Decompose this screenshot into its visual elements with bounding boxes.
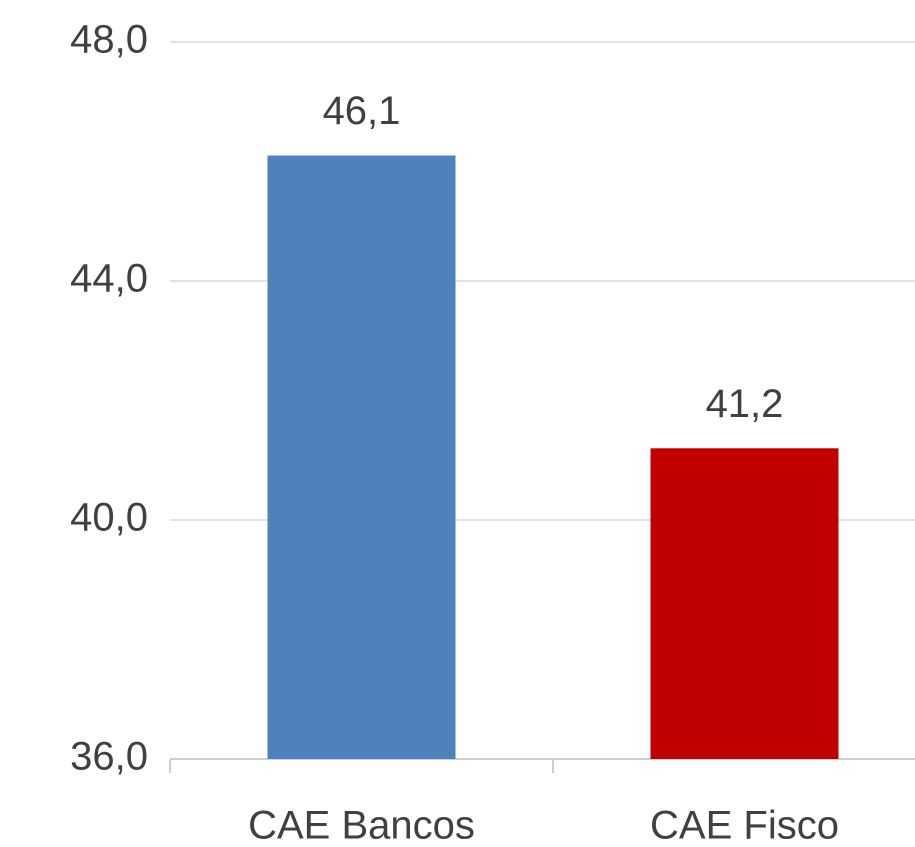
data-label: 46,1	[323, 89, 401, 133]
y-tick-label: 40,0	[70, 496, 148, 540]
bar	[267, 155, 456, 759]
x-tick-label: CAE Bancos	[248, 804, 475, 847]
data-label: 41,2	[706, 382, 784, 426]
x-tick-label: CAE Fisco	[650, 804, 839, 847]
y-tick-label: 36,0	[70, 735, 148, 779]
y-tick-label: 48,0	[70, 18, 148, 62]
y-tick-label: 44,0	[70, 257, 148, 301]
bar	[650, 448, 839, 759]
